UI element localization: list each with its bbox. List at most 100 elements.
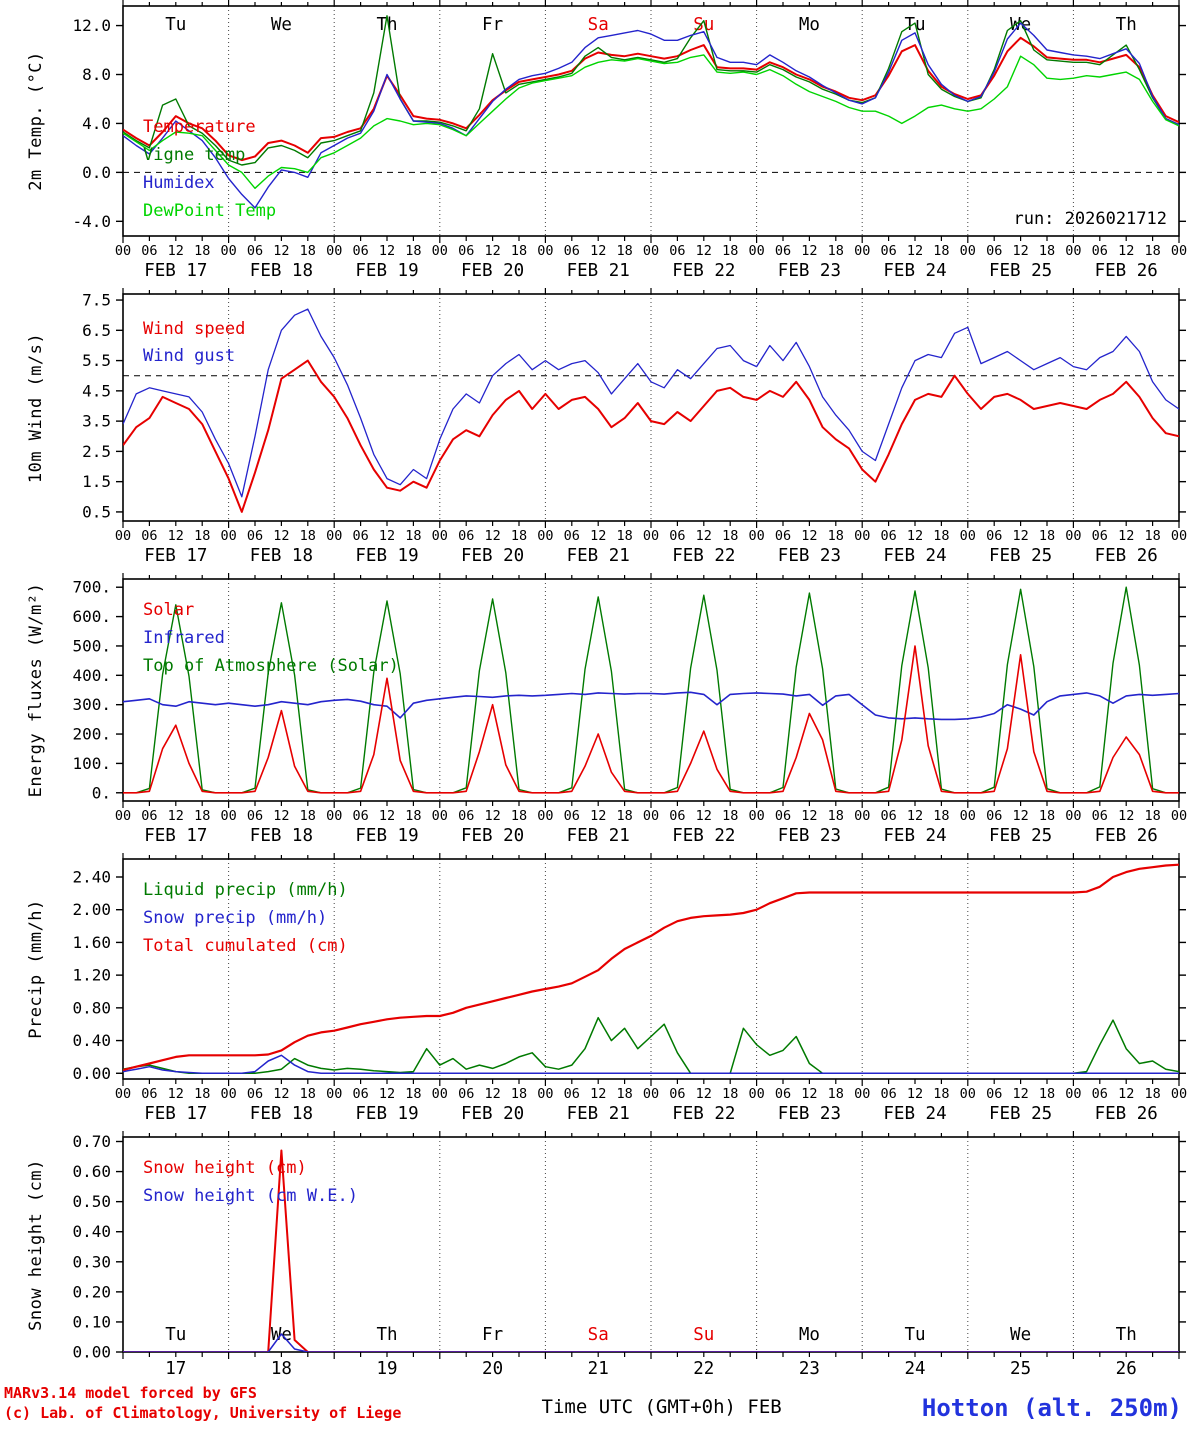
legend-solar: Solar [143, 600, 194, 620]
day-of-week-label: Th [1116, 1325, 1137, 1345]
series-vigne-temp [123, 15, 1179, 166]
x-hour-label: 06 [141, 528, 157, 544]
date-label: FEB 25 [989, 826, 1052, 846]
x-hour-label: 18 [300, 528, 316, 544]
series-dewpoint-temp [123, 54, 1179, 190]
x-hour-label: 18 [616, 243, 632, 259]
y-tick-label: 1.60 [72, 933, 111, 952]
chart-svg-energy: 0. 100. 200. 300. 400. 500. 600. 700. 00 06 12 18 00… [72, 573, 1187, 846]
x-hour-label: 00 [748, 243, 764, 259]
x-hour-label: 18 [933, 243, 949, 259]
x-hour-label: 06 [352, 1086, 368, 1102]
date-label: FEB 25 [989, 261, 1052, 281]
x-hour-label: 18 [933, 528, 949, 544]
energy-fluxes-plot: 0. 100. 200. 300. 400. 500. 600. 700. 00 06 12 18 00… [72, 573, 1194, 847]
x-hour-label: 12 [1118, 243, 1134, 259]
y-tick-label: 100. [72, 754, 111, 773]
x-hour-label: 06 [564, 808, 580, 824]
x-hour-label: 06 [352, 528, 368, 544]
x-hour-label: 06 [1092, 808, 1108, 824]
y-tick-label: 0.60 [72, 1162, 111, 1181]
x-hour-label: 00 [1065, 528, 1081, 544]
date-label: 22 [693, 1359, 714, 1379]
x-hour-label: 00 [854, 808, 870, 824]
series-infrared [123, 691, 1179, 721]
x-hour-label: 00 [326, 808, 342, 824]
y-axis-label-snow: Snow height (cm) [26, 1158, 46, 1331]
date-label: 17 [165, 1359, 186, 1379]
x-hour-label: 12 [801, 528, 817, 544]
x-hour-label: 06 [564, 528, 580, 544]
legend-top-of-atmosphere-solar-: Top of Atmosphere (Solar) [143, 656, 399, 676]
x-hour-label: 18 [1144, 1086, 1160, 1102]
date-label: FEB 24 [883, 261, 946, 281]
x-hour-label: 18 [722, 528, 738, 544]
x-hour-label: 00 [537, 528, 553, 544]
x-hour-label: 00 [1171, 808, 1187, 824]
x-hour-label: 12 [379, 1086, 395, 1102]
x-hour-label: 00 [220, 808, 236, 824]
y-tick-label: 0.80 [72, 998, 111, 1017]
x-hour-label: 12 [379, 808, 395, 824]
date-label: FEB 17 [144, 261, 207, 281]
x-hour-label: 18 [511, 243, 527, 259]
x-hour-label: 06 [141, 808, 157, 824]
series-top-of-atmosphere [123, 586, 1179, 794]
legend-snow-height-cm-: Snow height (cm) [143, 1158, 307, 1178]
x-hour-label: 18 [828, 808, 844, 824]
x-hour-label: 18 [405, 528, 421, 544]
x-hour-label: 00 [643, 808, 659, 824]
snow-height-plot: 0.00 0.10 0.20 0.30 0.40 0.50 0.60 0.70 17 18 19 20… [72, 1131, 1194, 1382]
x-hour-label: 12 [168, 243, 184, 259]
y-tick-label: 12.0 [72, 16, 111, 35]
run-annotation: run: 2026021712 [1013, 209, 1167, 229]
x-hour-label: 00 [1065, 1086, 1081, 1102]
x-hour-label: 18 [300, 808, 316, 824]
x-hour-label: 00 [326, 1086, 342, 1102]
y-axis-label-temperature: 2m Temp. (°C) [26, 51, 46, 191]
x-hour-label: 00 [643, 243, 659, 259]
x-hour-label: 12 [696, 808, 712, 824]
legend-liquid-precip-mm-h-: Liquid precip (mm/h) [143, 880, 348, 900]
y-tick-label: 4.0 [82, 114, 111, 133]
day-of-week-label: Mo [799, 1325, 820, 1345]
series-group [123, 308, 1179, 513]
date-label: 19 [376, 1359, 397, 1379]
series-group [123, 15, 1179, 209]
x-hour-label: 18 [1039, 243, 1055, 259]
date-label: 18 [271, 1359, 292, 1379]
x-hour-label: 12 [484, 808, 500, 824]
series-snow-height-we [123, 1333, 1179, 1352]
legend-humidex: Humidex [143, 173, 215, 193]
x-hour-label: 12 [696, 1086, 712, 1102]
x-hour-label: 18 [405, 1086, 421, 1102]
date-label: 26 [1116, 1359, 1137, 1379]
legend-snow-precip-mm-h-: Snow precip (mm/h) [143, 908, 327, 928]
series-humidex [123, 22, 1179, 209]
x-hour-label: 00 [1171, 1086, 1187, 1102]
date-label: FEB 22 [672, 826, 735, 846]
x-hour-label: 18 [194, 243, 210, 259]
x-hour-label: 18 [194, 1086, 210, 1102]
x-hour-label: 06 [669, 528, 685, 544]
x-hour-label: 18 [300, 1086, 316, 1102]
x-hour-label: 18 [722, 808, 738, 824]
day-of-week-label: Tu [165, 1325, 186, 1345]
legend-infrared: Infrared [143, 628, 225, 648]
date-label: FEB 25 [989, 546, 1052, 566]
x-hour-label: 18 [722, 243, 738, 259]
day-of-week-label: Th [376, 1325, 397, 1345]
x-hour-label: 06 [880, 808, 896, 824]
x-hour-label: 18 [1039, 528, 1055, 544]
day-of-week-label: Mo [799, 15, 820, 35]
day-of-week-label: Fr [482, 15, 503, 35]
date-label: FEB 18 [250, 826, 313, 846]
x-hour-label: 12 [696, 243, 712, 259]
x-hour-label: 18 [933, 808, 949, 824]
x-hour-label: 12 [907, 1086, 923, 1102]
x-hour-label: 00 [115, 528, 131, 544]
y-tick-label: -4.0 [72, 212, 111, 231]
panel-snow-height: Snow height (cm) 0.00 0.10 0.20 0.30 0.40 0.5… [0, 1131, 1194, 1382]
date-label: 24 [904, 1359, 925, 1379]
date-label: FEB 22 [672, 1104, 735, 1124]
